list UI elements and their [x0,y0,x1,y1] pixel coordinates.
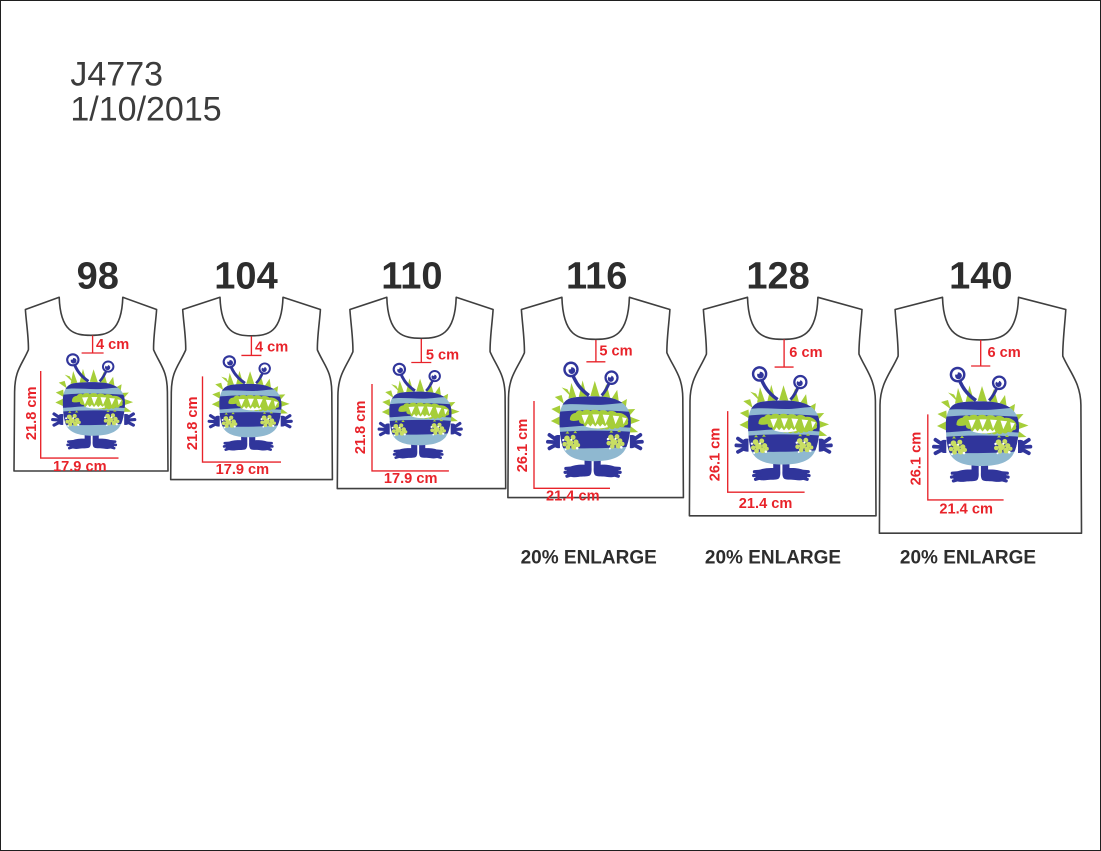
svg-text:21.4 cm: 21.4 cm [939,502,993,518]
svg-text:21.4 cm: 21.4 cm [546,488,600,504]
svg-text:21.8 cm: 21.8 cm [24,387,40,441]
svg-text:17.9 cm: 17.9 cm [53,459,107,475]
svg-text:6 cm: 6 cm [789,345,822,361]
svg-text:17.9 cm: 17.9 cm [384,471,438,487]
svg-text:1/10/2015: 1/10/2015 [70,91,221,129]
svg-text:4 cm: 4 cm [255,339,288,355]
svg-text:21.8 cm: 21.8 cm [353,401,369,455]
svg-text:20% ENLARGE: 20% ENLARGE [900,548,1036,569]
svg-text:6 cm: 6 cm [988,345,1021,361]
svg-text:140: 140 [949,256,1012,298]
svg-text:116: 116 [566,256,627,298]
svg-text:5 cm: 5 cm [426,348,459,364]
svg-text:5 cm: 5 cm [599,344,632,360]
svg-text:26.1 cm: 26.1 cm [908,432,924,486]
svg-text:26.1 cm: 26.1 cm [515,419,531,473]
svg-text:104: 104 [214,256,277,298]
svg-text:21.4 cm: 21.4 cm [739,496,793,512]
svg-text:26.1 cm: 26.1 cm [708,428,724,482]
svg-text:128: 128 [746,256,809,298]
svg-text:20% ENLARGE: 20% ENLARGE [705,548,841,569]
svg-text:17.9 cm: 17.9 cm [216,462,270,478]
svg-text:4 cm: 4 cm [96,337,129,353]
svg-text:110: 110 [381,256,442,298]
svg-text:98: 98 [77,256,119,298]
svg-text:J4773: J4773 [70,56,163,94]
svg-text:21.8 cm: 21.8 cm [185,397,201,451]
svg-text:20% ENLARGE: 20% ENLARGE [521,548,657,569]
